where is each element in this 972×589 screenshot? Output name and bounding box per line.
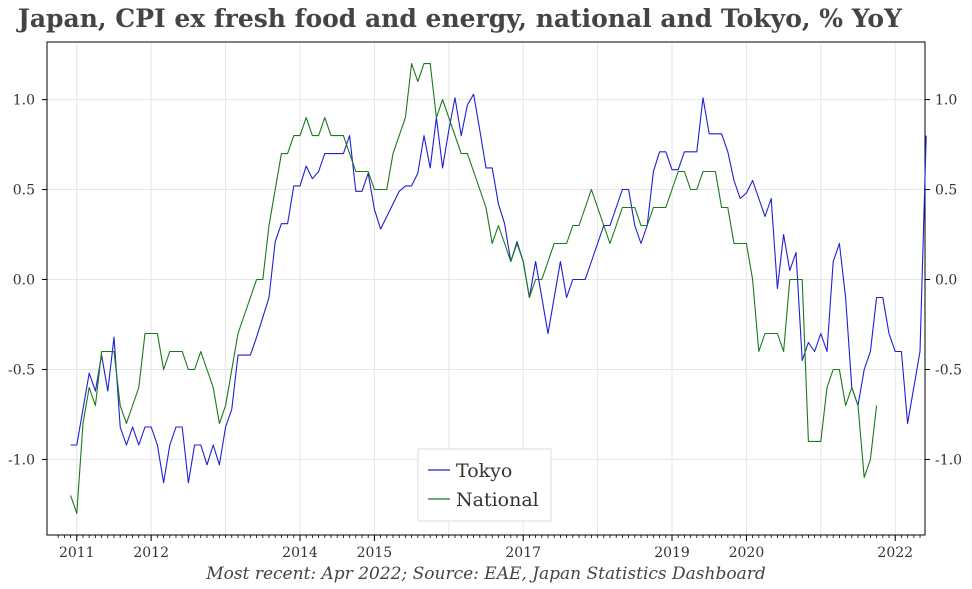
x-tick-label: 2022 xyxy=(877,545,913,561)
y-tick-label-left: -1.0 xyxy=(8,452,35,468)
x-tick-label: 2015 xyxy=(357,545,393,561)
y-tick-label-right: 0.0 xyxy=(935,273,957,289)
x-tick-label: 2014 xyxy=(282,545,318,561)
legend-label-national: National xyxy=(456,489,539,511)
chart-title: Japan, CPI ex fresh food and energy, nat… xyxy=(18,4,902,33)
series-line-tokyo xyxy=(70,93,927,484)
source-note: Most recent: Apr 2022; Source: EAE, Japa… xyxy=(206,564,766,584)
y-tick-label-right: 0.5 xyxy=(935,183,957,199)
x-tick-label: 2017 xyxy=(505,545,541,561)
y-tick-label-right: -1.0 xyxy=(935,452,962,468)
y-tick-label-right: -0.5 xyxy=(935,362,962,378)
x-tick-label: 2019 xyxy=(654,545,690,561)
axis-ticks: -1.0 -1.0 -0.5 -0.5 0.0 0.0 0.5 0.5 1.0 1.0 2011 20… xyxy=(8,93,962,561)
x-tick-label: 2020 xyxy=(729,545,765,561)
x-tick-label: 2011 xyxy=(59,545,95,561)
legend: Tokyo National xyxy=(417,448,552,522)
series-line-national xyxy=(70,63,878,514)
legend-box xyxy=(417,448,552,522)
y-tick-label-left: 1.0 xyxy=(13,93,35,109)
series-lines xyxy=(70,63,927,514)
y-tick-label-left: -0.5 xyxy=(8,362,35,378)
legend-label-tokyo: Tokyo xyxy=(456,460,512,482)
x-tick-label: 2012 xyxy=(133,545,169,561)
y-tick-label-left: 0.5 xyxy=(13,183,35,199)
y-tick-label-right: 1.0 xyxy=(935,93,957,109)
y-tick-label-left: 0.0 xyxy=(13,273,35,289)
